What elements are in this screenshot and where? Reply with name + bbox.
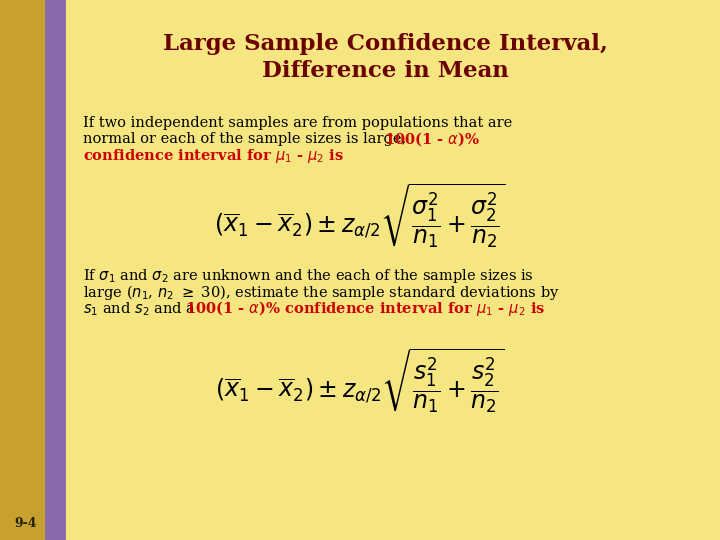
Text: 100(1 - $\alpha$)% confidence interval for $\mu_1$ - $\mu_2$ is: 100(1 - $\alpha$)% confidence interval f… xyxy=(185,299,546,319)
Text: $s_1$ and $s_2$ and a: $s_1$ and $s_2$ and a xyxy=(83,300,197,318)
Text: 100(1 - $\alpha$)%: 100(1 - $\alpha$)% xyxy=(384,131,480,148)
Text: Large Sample Confidence Interval,: Large Sample Confidence Interval, xyxy=(163,33,608,55)
Text: If $\sigma_1$ and $\sigma_2$ are unknown and the each of the sample sizes is: If $\sigma_1$ and $\sigma_2$ are unknown… xyxy=(83,267,534,286)
Text: normal or each of the sample sizes is large,: normal or each of the sample sizes is la… xyxy=(83,132,410,146)
Text: large ($n_1$, $n_2$ $\geq$ 30), estimate the sample standard deviations by: large ($n_1$, $n_2$ $\geq$ 30), estimate… xyxy=(83,283,559,302)
Text: $(\overline{x}_1 - \overline{x}_2) \pm z_{\alpha/2}\sqrt{\dfrac{s_1^2}{n_1} + \d: $(\overline{x}_1 - \overline{x}_2) \pm z… xyxy=(215,347,505,415)
Text: confidence interval for $\mu_1$ - $\mu_2$ is: confidence interval for $\mu_1$ - $\mu_2… xyxy=(83,146,344,165)
Text: If two independent samples are from populations that are: If two independent samples are from popu… xyxy=(83,116,512,130)
Text: 9-4: 9-4 xyxy=(14,517,37,530)
Text: Difference in Mean: Difference in Mean xyxy=(262,60,508,82)
Text: $(\overline{x}_1 - \overline{x}_2) \pm z_{\alpha/2}\sqrt{\dfrac{\sigma_1^2}{n_1}: $(\overline{x}_1 - \overline{x}_2) \pm z… xyxy=(214,182,506,250)
